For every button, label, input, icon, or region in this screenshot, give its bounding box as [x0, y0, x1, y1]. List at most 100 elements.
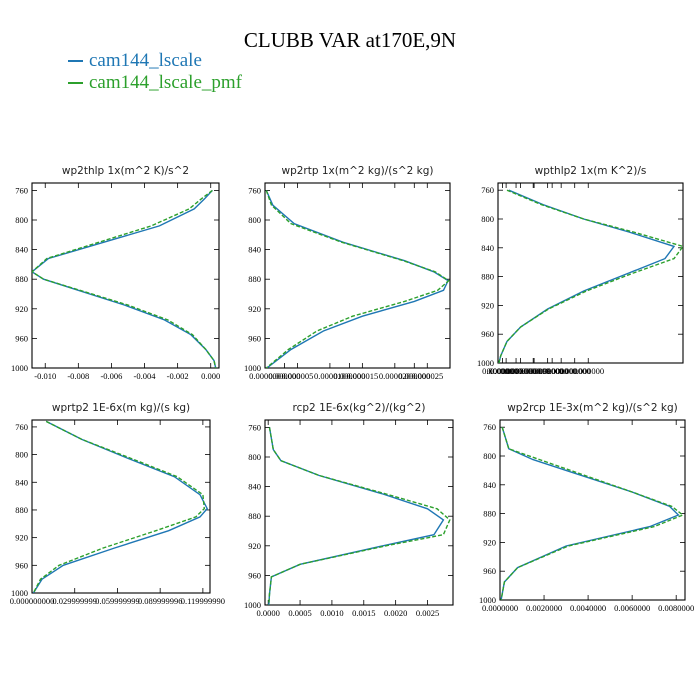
y-tick-label: 800	[248, 215, 261, 225]
x-tick-label: -0.002	[167, 371, 189, 381]
x-tick-label: 0.000000	[333, 371, 365, 381]
x-tick-label: -0.010	[34, 371, 56, 381]
x-tick-label: 0.0000000	[482, 603, 518, 613]
x-tick-label: 0.000000	[487, 366, 519, 376]
panel-2: wp2rtp 1x(m^2 kg)/(s^2 kg) 760 800 840 880 92…	[244, 165, 451, 381]
x-tick-label: -0.008	[67, 371, 89, 381]
y-tick-label: 1000	[244, 363, 261, 373]
panel-title: wpthlp2 1x(m K^2)/s	[535, 165, 647, 177]
axis-frame	[31, 419, 211, 594]
figure-title: CLUBB VAR at170E,9N	[243, 28, 457, 52]
y-tick-label: 1000	[477, 358, 494, 368]
x-tick-label: 0.000025	[411, 371, 443, 381]
y-tick-label: 800	[481, 214, 494, 224]
panel-3: wpthlp2 1x(m K^2)/s 760 800 840 880 920 960 100…	[477, 165, 684, 376]
y-tick-label: 840	[481, 243, 494, 253]
y-tick-label: 840	[15, 477, 28, 487]
panel-title: rcp2 1E-6x(kg^2)/(kg^2)	[293, 402, 426, 414]
y-tick-label: 1000	[11, 588, 28, 598]
x-tick-label: 0.0040000	[570, 603, 606, 613]
x-tick-label: 0.000015	[346, 371, 378, 381]
y-tick-label: 880	[15, 505, 28, 515]
y-tick-label: 800	[15, 450, 28, 460]
x-tick-label: 0.059999999	[95, 596, 140, 606]
y-tick-label: 760	[483, 422, 496, 432]
series-line-1	[498, 189, 676, 363]
series-line-1	[500, 426, 680, 600]
y-tick-label: 880	[248, 274, 261, 284]
y-tick-label: 840	[248, 245, 261, 255]
y-tick-label: 840	[15, 245, 28, 255]
series-line-2	[32, 189, 217, 368]
y-tick-label: 880	[248, 511, 261, 521]
y-tick-label: 920	[15, 533, 28, 543]
series-line-1	[32, 420, 209, 593]
y-tick-label: 840	[248, 482, 261, 492]
figure-header: CLUBB VAR at170E,9N cam144_lscale cam144…	[0, 0, 700, 110]
x-tick-label: 0.0005	[288, 608, 311, 618]
y-tick-label: 880	[481, 272, 494, 282]
y-tick-label: 800	[248, 452, 261, 462]
legend-swatch-series-1	[68, 60, 83, 62]
x-tick-label: 0.029999999	[52, 596, 97, 606]
x-tick-label: 0.089999996	[138, 596, 183, 606]
panel-title: wp2thlp 1x(m^2 K)/s^2	[62, 165, 189, 177]
y-tick-label: 760	[481, 185, 494, 195]
x-tick-label: 0.000000	[482, 366, 514, 376]
y-tick-label: 960	[483, 566, 496, 576]
series-line-2	[498, 189, 683, 363]
x-tick-label: 0.0020000	[526, 603, 562, 613]
x-tick-label: 0.000000	[545, 366, 577, 376]
x-tick-label: 0.000000	[505, 366, 537, 376]
x-tick-label: 0.0020	[384, 608, 407, 618]
x-tick-label: 0.000	[201, 371, 220, 381]
y-tick-label: 880	[15, 274, 28, 284]
y-tick-label: 960	[248, 570, 261, 580]
axis-frame	[31, 182, 220, 369]
panel-title: wp2rtp 1x(m^2 kg)/(s^2 kg)	[281, 165, 433, 177]
legend-label-series-1: cam144_lscale	[89, 50, 202, 71]
x-tick-label: 0.000000	[500, 366, 532, 376]
axis-frame	[264, 419, 454, 606]
x-tick-label: 0.0060000	[614, 603, 650, 613]
y-tick-label: 960	[481, 329, 494, 339]
panel-6: wp2rcp 1E-3x(m^2 kg)/(s^2 kg) 760 800 840 88…	[479, 402, 694, 613]
x-tick-label: 0.0080000	[658, 603, 694, 613]
axis-frame	[264, 182, 451, 369]
y-tick-label: 800	[15, 215, 28, 225]
y-tick-label: 760	[15, 185, 28, 195]
y-tick-label: 920	[248, 541, 261, 551]
x-tick-label: 0.000000	[532, 366, 564, 376]
y-tick-label: 760	[15, 422, 28, 432]
x-tick-label: 0.000000	[559, 366, 591, 376]
legend-label-series-2: cam144_lscale_pmf	[89, 72, 243, 93]
x-tick-label: -0.004	[134, 371, 157, 381]
y-tick-label: 960	[15, 333, 28, 343]
series-line-1	[268, 427, 445, 605]
x-tick-label: 0.000020	[379, 371, 411, 381]
panel-title: wprtp2 1E-6x(m kg)/(s kg)	[52, 402, 190, 414]
legend-item-series-1: cam144_lscale	[68, 50, 242, 72]
x-tick-label: 0.000000	[518, 366, 550, 376]
x-tick-label: 0.0015	[352, 608, 375, 618]
x-tick-label: 0.000010	[314, 371, 346, 381]
y-tick-label: 760	[248, 185, 261, 195]
x-tick-label: 0.0000099	[515, 366, 551, 376]
x-tick-label: 0.0025	[416, 608, 439, 618]
x-tick-label: 0.000000	[572, 366, 604, 376]
x-tick-label: 0.000000000	[10, 596, 55, 606]
x-tick-label: -0.006	[100, 371, 122, 381]
x-tick-label: 0.0010	[320, 608, 343, 618]
series-line-1	[32, 189, 217, 368]
y-tick-label: 920	[483, 537, 496, 547]
panel-title: wp2rcp 1E-3x(m^2 kg)/(s^2 kg)	[507, 402, 678, 414]
series-line-2	[500, 426, 685, 600]
x-tick-label: 0.000000	[269, 371, 301, 381]
y-tick-label: 920	[248, 304, 261, 314]
series-line-2	[32, 420, 206, 593]
x-tick-label: 0.000000	[249, 371, 281, 381]
axis-frame	[497, 182, 684, 364]
legend-item-series-2: cam144_lscale_pmf	[68, 72, 242, 94]
y-tick-label: 800	[483, 451, 496, 461]
